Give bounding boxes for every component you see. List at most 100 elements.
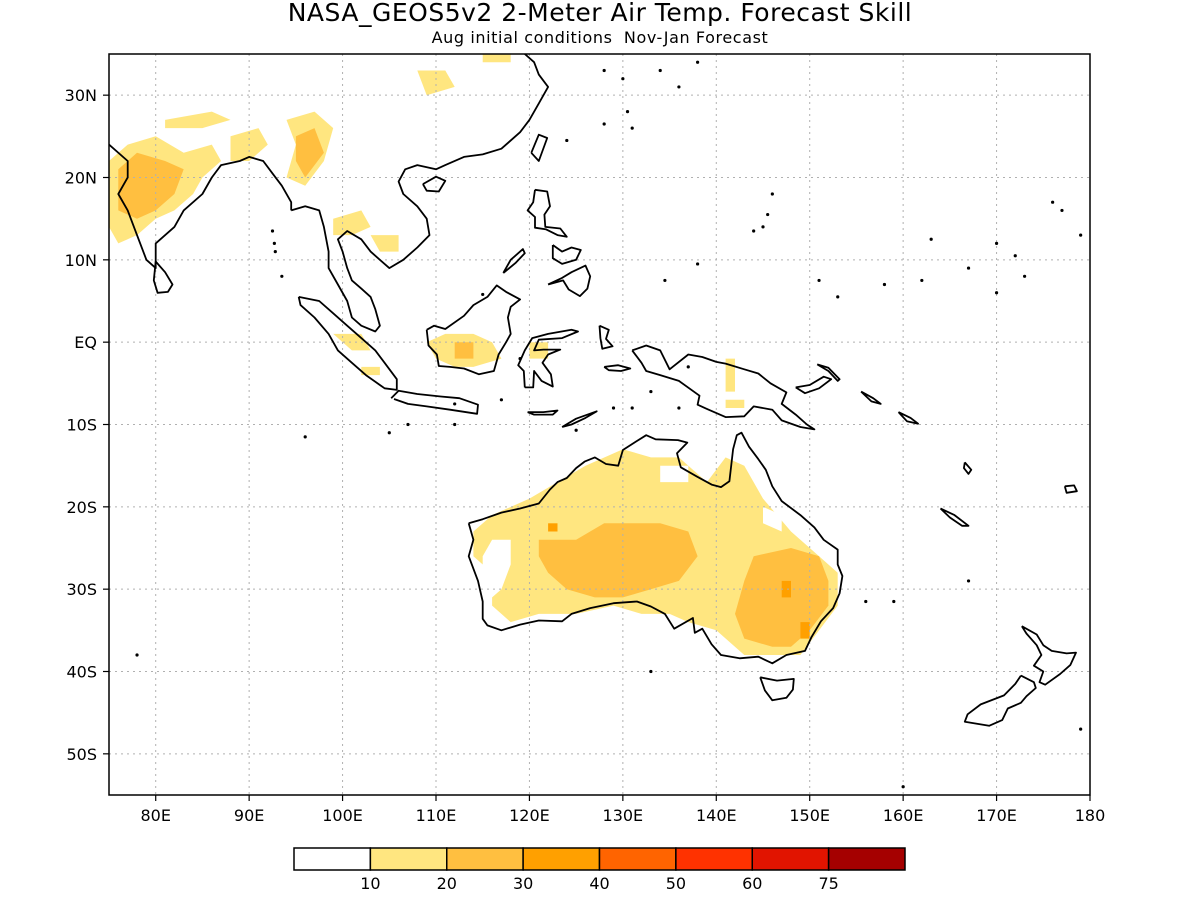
coastline-new-britain [795,375,833,395]
lat-label-10S: 10S [66,416,97,435]
island-dot [966,266,971,270]
island-dot [766,212,770,217]
island-dot [273,250,277,254]
coastline-sulawesi [517,328,579,389]
island-dot [518,357,522,361]
coastline-hainan [422,175,447,193]
island-dot [280,274,284,278]
colorbar-swatch [446,847,524,871]
coastline-seram [603,364,632,372]
lon-label-130E: 130E [603,806,644,825]
island-dot [761,225,765,229]
island-dot [625,110,630,114]
lon-label-150E: 150E [789,806,830,825]
island-dot [602,122,606,126]
coastline-java [390,389,479,415]
skill-region-china-north [482,54,511,63]
coastline-australia [467,431,844,665]
axis-tick-marks [103,94,1091,801]
island-dot [406,422,410,427]
skill-region-new-guinea-south [725,399,745,408]
island-dot [836,295,840,299]
island-dot [303,435,307,439]
skill-region-australia-nsw-core [781,580,791,598]
coastline-visayas [551,244,582,265]
colorbar-legend: 10 20 30 40 50 60 75 [293,847,906,893]
skill-region-india-core [118,152,184,219]
island-dot [1051,200,1055,204]
colorbar-label-75: 75 [818,874,838,893]
island-dot [696,262,700,266]
skill-region-australia-wa-spot [548,523,558,532]
lon-label-180: 180 [1075,806,1106,825]
skill-region-cambodia [370,235,399,252]
lat-lon-gridlines [109,54,1090,795]
island-dot [602,68,606,73]
coastline-sri-lanka [152,260,174,294]
island-dot [966,579,971,583]
coastline-new-caledonia [939,507,970,527]
coastline-solomons-b [897,411,919,425]
island-dot [272,241,276,245]
island-dot [994,241,999,245]
coastline-flores [527,409,559,416]
colorbar-swatch [827,847,906,871]
no-skill-region-kimberley-gap [660,465,689,483]
colorbar-swatch [369,847,448,871]
colorbar-label-40: 40 [589,874,609,893]
colorbar-label-10: 10 [360,874,380,893]
lon-label-90E: 90E [234,806,264,825]
skill-region-thailand [333,210,371,236]
island-dot [453,422,457,427]
map-subtitle: Aug initial conditions Nov-Jan Forecast [431,28,769,47]
coastline-sumatra [297,296,398,391]
coastline-layer [109,54,1083,789]
island-dot [677,406,681,410]
skill-shading-layer [109,54,838,655]
island-dot [499,398,503,402]
island-dot [611,406,616,410]
island-dot [1060,208,1064,213]
island-dot [920,278,924,283]
lat-label-EQ: EQ [74,333,97,352]
skill-region-myanmar-core [295,128,324,178]
coastline-nz-north [1021,625,1077,686]
lat-label-30N: 30N [65,86,97,105]
lon-label-110E: 110E [416,806,457,825]
island-dot [1079,727,1083,731]
colorbar-label-30: 30 [513,874,533,893]
colorbar-swatch [751,847,830,871]
island-dot [663,278,667,283]
colorbar-swatch [675,847,753,871]
skill-region-new-guinea [725,358,735,392]
island-dot [658,68,662,73]
island-dot [630,126,634,130]
coastline-mindanao [547,264,592,298]
colorbar-label-50: 50 [666,874,686,893]
coastline-new-guinea [631,344,816,431]
island-dot [994,291,999,295]
coastline-halmahera [598,324,614,350]
island-dot [1013,254,1017,258]
skill-region-australia-central [538,523,698,598]
coastline-tasmania [759,676,795,702]
skill-region-australia-coast-core [800,622,810,639]
coastline-palawan [502,248,526,274]
island-dot [387,431,391,435]
island-dot [481,292,485,297]
island-dot [1079,233,1083,237]
lat-label-40S: 40S [66,663,97,682]
island-dot [649,669,653,674]
skill-region-borneo-core [454,342,474,359]
no-skill-region-queensland-gap [763,506,782,532]
map-frame [108,53,1091,796]
island-dot [901,785,905,789]
map-title: NASA_GEOS5v2 2-Meter Air Temp. Forecast … [287,0,913,27]
coastline-borneo [425,284,521,376]
skill-region-tibet [417,70,455,96]
island-dot [892,599,896,604]
coastline-luzon [526,188,568,238]
island-dot [135,653,139,657]
lat-label-20S: 20S [66,498,97,517]
